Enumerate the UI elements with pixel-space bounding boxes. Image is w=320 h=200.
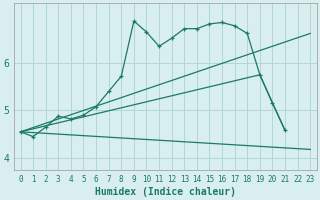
X-axis label: Humidex (Indice chaleur): Humidex (Indice chaleur) <box>95 186 236 197</box>
